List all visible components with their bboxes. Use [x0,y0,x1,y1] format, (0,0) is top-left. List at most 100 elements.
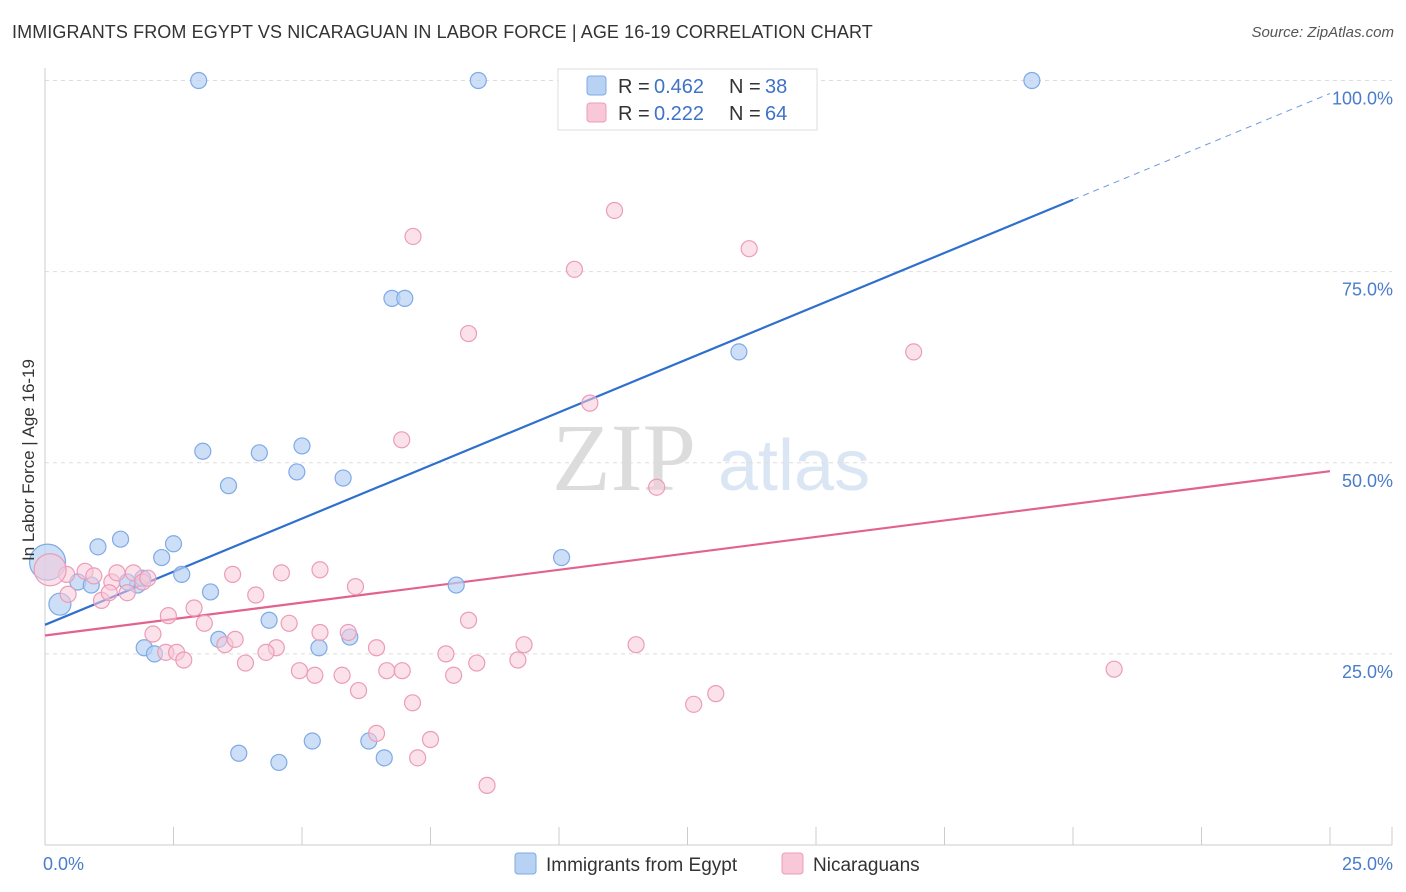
bottom-legend-swatch-nicaraguans [781,852,804,875]
point-nicaraguans-1 [404,227,422,246]
point-nicaraguans-27 [159,607,177,625]
point-nicaraguans-0 [605,201,624,220]
point-egypt-12 [111,530,130,548]
data-points [28,71,1123,794]
point-nicaraguans-29 [280,614,298,632]
x-tick-label-0: 0.0% [43,854,84,874]
point-egypt-26 [260,611,278,629]
point-nicaraguans-19 [311,561,329,579]
legend-swatch-nicaraguans [586,102,607,123]
point-egypt-10 [334,469,352,487]
point-nicaraguans-51 [393,662,411,680]
point-nicaraguans-49 [333,666,351,684]
point-egypt-6 [194,442,212,460]
point-nicaraguans-62 [1105,660,1123,678]
point-nicaraguans-50 [378,662,396,680]
point-nicaraguans-56 [707,685,725,703]
point-egypt-33 [270,753,288,772]
point-egypt-11 [219,477,238,495]
point-nicaraguans-55 [403,694,422,712]
point-egypt-9 [288,463,306,481]
point-egypt-7 [250,444,268,462]
point-egypt-34 [303,732,321,750]
point-nicaraguans-45 [509,651,527,669]
legend-n-label-nicaraguans: N = [729,103,761,125]
point-nicaraguans-41 [257,643,275,661]
point-nicaraguans-32 [311,623,329,642]
point-egypt-36 [375,749,393,767]
point-nicaraguans-44 [515,636,533,654]
point-nicaraguans-61 [478,776,496,794]
trend-line-egypt-extension [1072,93,1331,201]
point-nicaraguans-53 [236,654,255,672]
point-nicaraguans-54 [349,681,368,700]
point-nicaraguans-43 [627,636,645,654]
legend-r-value-nicaraguans: 0.222 [654,103,704,125]
trend-lines [44,93,1331,637]
legend-r-label-nicaraguans: R = [618,103,650,125]
point-nicaraguans-31 [144,625,162,643]
point-nicaraguans-59 [421,730,440,749]
legend-n-label-egypt: N = [729,76,761,98]
trend-line-egypt [44,198,1074,626]
source-credit: Source: ZipAtlas.com [1251,24,1394,41]
y-tick-label-100: 100.0% [1332,89,1393,109]
point-nicaraguans-25 [247,586,265,604]
point-nicaraguans-47 [290,662,309,680]
point-nicaraguans-21 [59,585,77,603]
y-tick-label-75: 75.0% [1342,280,1393,300]
point-nicaraguans-11 [85,567,103,585]
point-egypt-1 [469,71,487,90]
stats-legend: R = 0.462 N = 38 R = 0.222 N = 64 [557,68,818,131]
trend-line-nicaraguans [44,470,1331,637]
point-egypt-30 [310,639,328,657]
point-nicaraguans-35 [226,630,244,648]
point-nicaraguans-26 [185,599,203,617]
point-nicaraguans-18 [272,564,291,582]
chart-title: IMMIGRANTS FROM EGYPT VS NICARAGUAN IN L… [12,22,873,42]
point-egypt-17 [173,565,191,583]
legend-r-value-egypt: 0.462 [654,76,704,98]
point-egypt-8 [293,437,311,455]
point-nicaraguans-4 [459,324,478,343]
bottom-legend-swatch-egypt [514,852,537,875]
watermark-atlas: atlas [718,426,870,506]
legend-n-value-nicaraguans: 64 [765,103,787,125]
y-tick-label-50: 50.0% [1342,471,1393,491]
series-legend: Immigrants from Egypt Nicaraguans [514,852,920,876]
point-egypt-23 [447,576,465,594]
point-nicaraguans-2 [740,240,758,258]
legend-r-label-egypt: R = [618,76,650,98]
point-nicaraguans-48 [306,666,324,684]
point-egypt-5 [730,343,748,361]
bottom-legend-label-egypt: Immigrants from Egypt [546,855,738,876]
point-nicaraguans-46 [468,654,486,672]
point-egypt-0 [190,71,208,90]
legend-n-value-egypt: 38 [765,76,787,98]
point-nicaraguans-23 [100,584,118,602]
point-nicaraguans-58 [367,724,386,742]
y-tick-label-25: 25.0% [1342,662,1393,682]
point-nicaraguans-8 [648,478,666,496]
point-nicaraguans-6 [581,394,599,412]
point-nicaraguans-7 [393,431,411,449]
bottom-legend-label-nicaraguans: Nicaraguans [813,855,920,876]
x-tick-label-1: 25.0% [1342,854,1393,874]
point-nicaraguans-24 [118,584,136,602]
point-nicaraguans-5 [905,343,923,361]
tick-labels: 25.0% 50.0% 75.0% 100.0% 0.0% 25.0% [43,89,1393,875]
point-nicaraguans-16 [139,569,157,587]
y-axis-title: In Labor Force | Age 16-19 [19,359,38,561]
point-nicaraguans-33 [339,623,357,642]
point-nicaraguans-3 [565,260,584,278]
point-nicaraguans-57 [685,695,703,713]
point-nicaraguans-20 [346,577,365,596]
point-egypt-13 [89,538,107,556]
point-nicaraguans-17 [224,565,242,583]
point-egypt-32 [230,744,248,762]
watermark-zip: ZIP [552,404,696,511]
point-egypt-14 [164,535,183,553]
point-nicaraguans-60 [409,749,427,767]
point-nicaraguans-40 [175,651,193,669]
point-nicaraguans-37 [367,639,386,657]
